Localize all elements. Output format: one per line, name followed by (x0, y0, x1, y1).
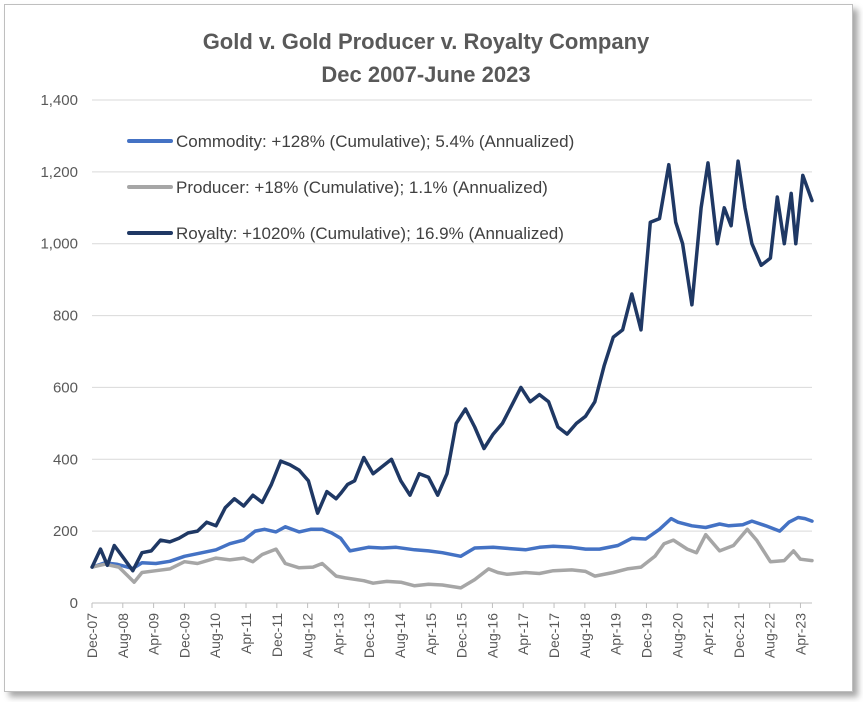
x-tick-label: Dec-17 (546, 613, 562, 658)
x-tick-label: Aug-20 (669, 613, 685, 658)
x-tick-label: Apr-17 (515, 613, 531, 655)
legend-label: Commodity: +128% (Cumulative); 5.4% (Ann… (176, 132, 574, 151)
y-tick-label: 1,000 (40, 236, 78, 253)
series-lines (90, 159, 814, 590)
x-tick-label: Dec-13 (361, 613, 377, 658)
y-axis: 0 200 400 600 800 1,000 1,200 1,400 (40, 92, 78, 612)
chart-subtitle: Dec 2007-June 2023 (321, 62, 530, 87)
y-tick-label: 800 (53, 308, 78, 325)
x-tick-label: Aug-08 (115, 613, 131, 658)
producer-line (90, 527, 814, 590)
x-tick-label: Aug-22 (762, 613, 778, 658)
x-tick-label: Aug-14 (392, 613, 408, 658)
x-axis: Dec-07 Aug-08 Apr-09 Dec-09 Aug-10 Apr-11 Dec-… (84, 602, 812, 658)
x-tick-label: Apr-19 (608, 613, 624, 655)
x-tick-label: Dec-07 (84, 613, 100, 658)
commodity-line (90, 515, 814, 571)
x-tick-label: Aug-12 (300, 613, 316, 658)
y-tick-label: 0 (70, 595, 78, 612)
x-tick-label: Aug-18 (577, 613, 593, 658)
y-tick-label: 1,200 (40, 164, 78, 181)
x-tick-label: Apr-15 (423, 613, 439, 655)
line-chart: Gold v. Gold Producer v. Royalty Company… (40, 29, 814, 658)
legend-item-producer: Producer: +18% (Cumulative); 1.1% (Annua… (127, 178, 548, 197)
x-tick-label: Aug-10 (207, 613, 223, 658)
chart-frame: Gold v. Gold Producer v. Royalty Company… (4, 4, 853, 692)
legend-item-commodity: Commodity: +128% (Cumulative); 5.4% (Ann… (127, 132, 574, 151)
y-tick-label: 1,400 (40, 92, 78, 109)
legend: Commodity: +128% (Cumulative); 5.4% (Ann… (127, 132, 574, 243)
x-tick-label: Dec-21 (731, 613, 747, 658)
y-tick-label: 600 (53, 379, 78, 396)
x-tick-label: Apr-21 (700, 613, 716, 655)
legend-item-royalty: Royalty: +1020% (Cumulative); 16.9% (Ann… (127, 224, 564, 243)
y-tick-label: 400 (53, 451, 78, 468)
legend-label: Royalty: +1020% (Cumulative); 16.9% (Ann… (176, 224, 564, 243)
x-tick-label: Dec-09 (176, 613, 192, 658)
x-tick-label: Apr-13 (330, 613, 346, 655)
x-tick-label: Apr-23 (792, 613, 808, 655)
legend-label: Producer: +18% (Cumulative); 1.1% (Annua… (176, 178, 548, 197)
y-tick-label: 200 (53, 523, 78, 540)
gridlines (92, 99, 812, 532)
x-tick-label: Dec-11 (269, 613, 285, 657)
x-tick-label: Dec-15 (454, 613, 470, 658)
x-tick-label: Apr-09 (146, 613, 162, 655)
royalty-line (90, 159, 814, 573)
x-tick-label: Aug-16 (484, 613, 500, 658)
x-tick-label: Apr-11 (238, 613, 254, 654)
x-tick-label: Dec-19 (638, 613, 654, 658)
chart-title: Gold v. Gold Producer v. Royalty Company (203, 29, 650, 54)
